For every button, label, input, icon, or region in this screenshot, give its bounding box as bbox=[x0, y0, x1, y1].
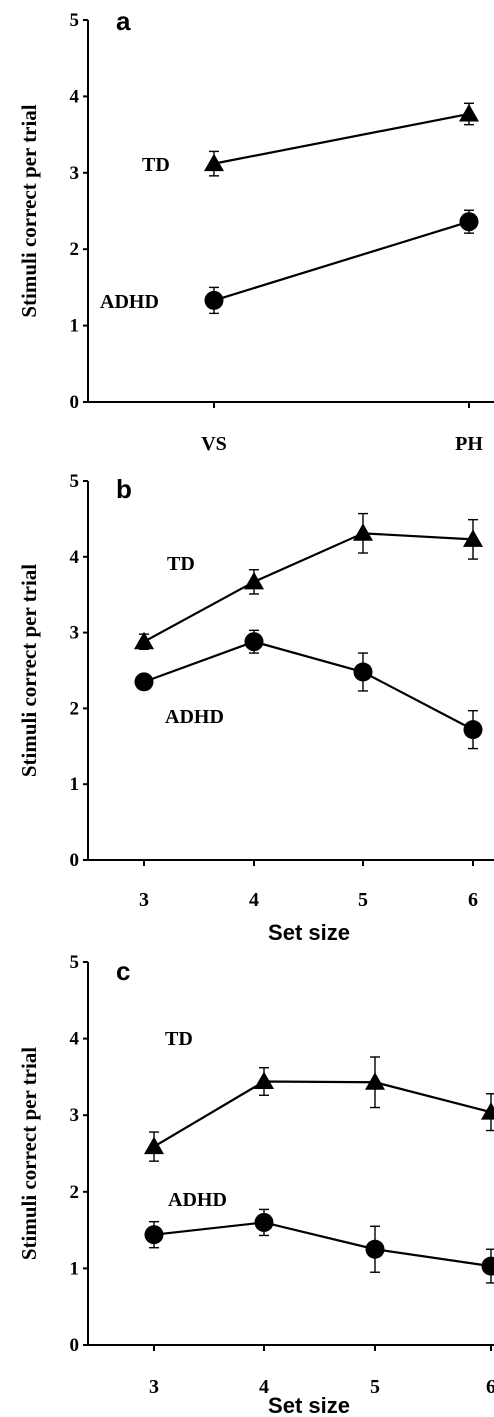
panel-b-x-tick-label: 4 bbox=[249, 889, 259, 911]
panel-a-y-tick-label: 3 bbox=[70, 163, 80, 184]
panel-a-y-axis-title: Stimuli correct per trial bbox=[17, 104, 41, 317]
panel-a-y-tick-label: 4 bbox=[70, 86, 80, 107]
panel-b-series-td-point bbox=[463, 529, 483, 547]
panel-a-series-adhd-line bbox=[213, 220, 470, 302]
panel-c-series-td-point bbox=[365, 1072, 385, 1090]
panel-c-series-adhd-line bbox=[153, 1221, 492, 1268]
panel-b-series-adhd-point bbox=[353, 662, 373, 682]
panel-a-series-td-label: TD bbox=[142, 154, 170, 176]
panel-c-series-td-line bbox=[153, 1080, 492, 1148]
panel-c-series-td-point bbox=[144, 1136, 164, 1155]
panel-c-y-tick-label: 4 bbox=[70, 1029, 80, 1050]
panel-a-label: a bbox=[116, 6, 131, 36]
panel-c-y-tick-label: 5 bbox=[70, 952, 80, 973]
panel-a-series-adhd-point bbox=[204, 290, 224, 310]
panel-c-series-adhd-label: ADHD bbox=[168, 1189, 227, 1211]
panel-c-label: c bbox=[116, 956, 130, 986]
panel-c-series-adhd-point bbox=[144, 1225, 164, 1245]
panel-c-y-axis-title: Stimuli correct per trial bbox=[17, 1047, 41, 1260]
panel-a-x-tick-label: VS bbox=[201, 433, 227, 455]
panel-c-y-tick-label: 3 bbox=[70, 1105, 80, 1126]
panel-c-series-td-label: TD bbox=[165, 1028, 193, 1050]
panel-b-series-adhd-point bbox=[134, 672, 154, 692]
panel-b-series-adhd-line bbox=[143, 640, 474, 731]
panel-c-x-tick-label: 5 bbox=[370, 1376, 380, 1398]
panel-b-y-tick-label: 0 bbox=[70, 850, 80, 871]
panel-c-x-tick-label: 6 bbox=[486, 1376, 494, 1398]
panel-b-series-td-label: TD bbox=[167, 553, 195, 575]
panel-c-x-tick-label: 4 bbox=[259, 1376, 269, 1398]
panel-a-series-td-line bbox=[213, 112, 470, 165]
panel-a-y-tick-label: 2 bbox=[70, 239, 80, 260]
panel-b-series-adhd-label: ADHD bbox=[165, 706, 224, 728]
panel-b-label: b bbox=[116, 474, 132, 504]
panel-c-series-td-point bbox=[481, 1102, 494, 1120]
panel-b-series-td-point bbox=[244, 571, 264, 590]
panel-b-series-adhd-point bbox=[244, 632, 264, 652]
panel-b-y-tick-label: 2 bbox=[70, 698, 80, 719]
panel-c-y-tick-label: 1 bbox=[70, 1258, 80, 1279]
panel-b-series-td-point bbox=[353, 523, 373, 541]
panel-c-x-tick-label: 3 bbox=[149, 1376, 159, 1398]
panel-a-series-adhd-label: ADHD bbox=[100, 291, 159, 313]
panel-c-y-tick-label: 0 bbox=[70, 1335, 80, 1356]
panel-b-series-td-point bbox=[134, 631, 154, 650]
panel-b-y-tick-label: 5 bbox=[70, 471, 80, 492]
panel-a-y-tick-label: 5 bbox=[70, 10, 80, 31]
panel-b-y-tick-label: 3 bbox=[70, 623, 80, 644]
panel-b-series-adhd-point bbox=[463, 720, 483, 740]
panel-c-x-axis-title: Set size bbox=[268, 1393, 350, 1417]
panel-b-y-tick-label: 4 bbox=[70, 547, 80, 568]
panel-c-series-adhd-point bbox=[481, 1256, 494, 1276]
panel-a-series-td-point bbox=[204, 153, 224, 172]
panel-b-y-tick-label: 1 bbox=[70, 774, 80, 795]
panel-b-x-tick-label: 5 bbox=[358, 889, 368, 911]
panel-b-x-axis-title: Set size bbox=[268, 920, 350, 945]
panel-b-x-tick-label: 3 bbox=[139, 889, 149, 911]
panel-b-y-axis-title: Stimuli correct per trial bbox=[17, 564, 41, 777]
panel-c-series-adhd-point bbox=[365, 1239, 385, 1259]
panel-a-series-td-point bbox=[459, 103, 479, 122]
panel-b-series-td-line bbox=[143, 532, 474, 643]
panel-c-y-tick-label: 2 bbox=[70, 1182, 80, 1203]
panel-c-series-td-point bbox=[254, 1071, 274, 1089]
panel-a-series-adhd-point bbox=[459, 212, 479, 232]
panel-a-y-tick-label: 1 bbox=[70, 316, 80, 337]
panel-a-x-tick-label: PH bbox=[455, 433, 483, 455]
panel-c-series-adhd-point bbox=[254, 1212, 274, 1232]
panel-a-y-tick-label: 0 bbox=[70, 392, 80, 413]
panel-b-x-tick-label: 6 bbox=[468, 889, 478, 911]
